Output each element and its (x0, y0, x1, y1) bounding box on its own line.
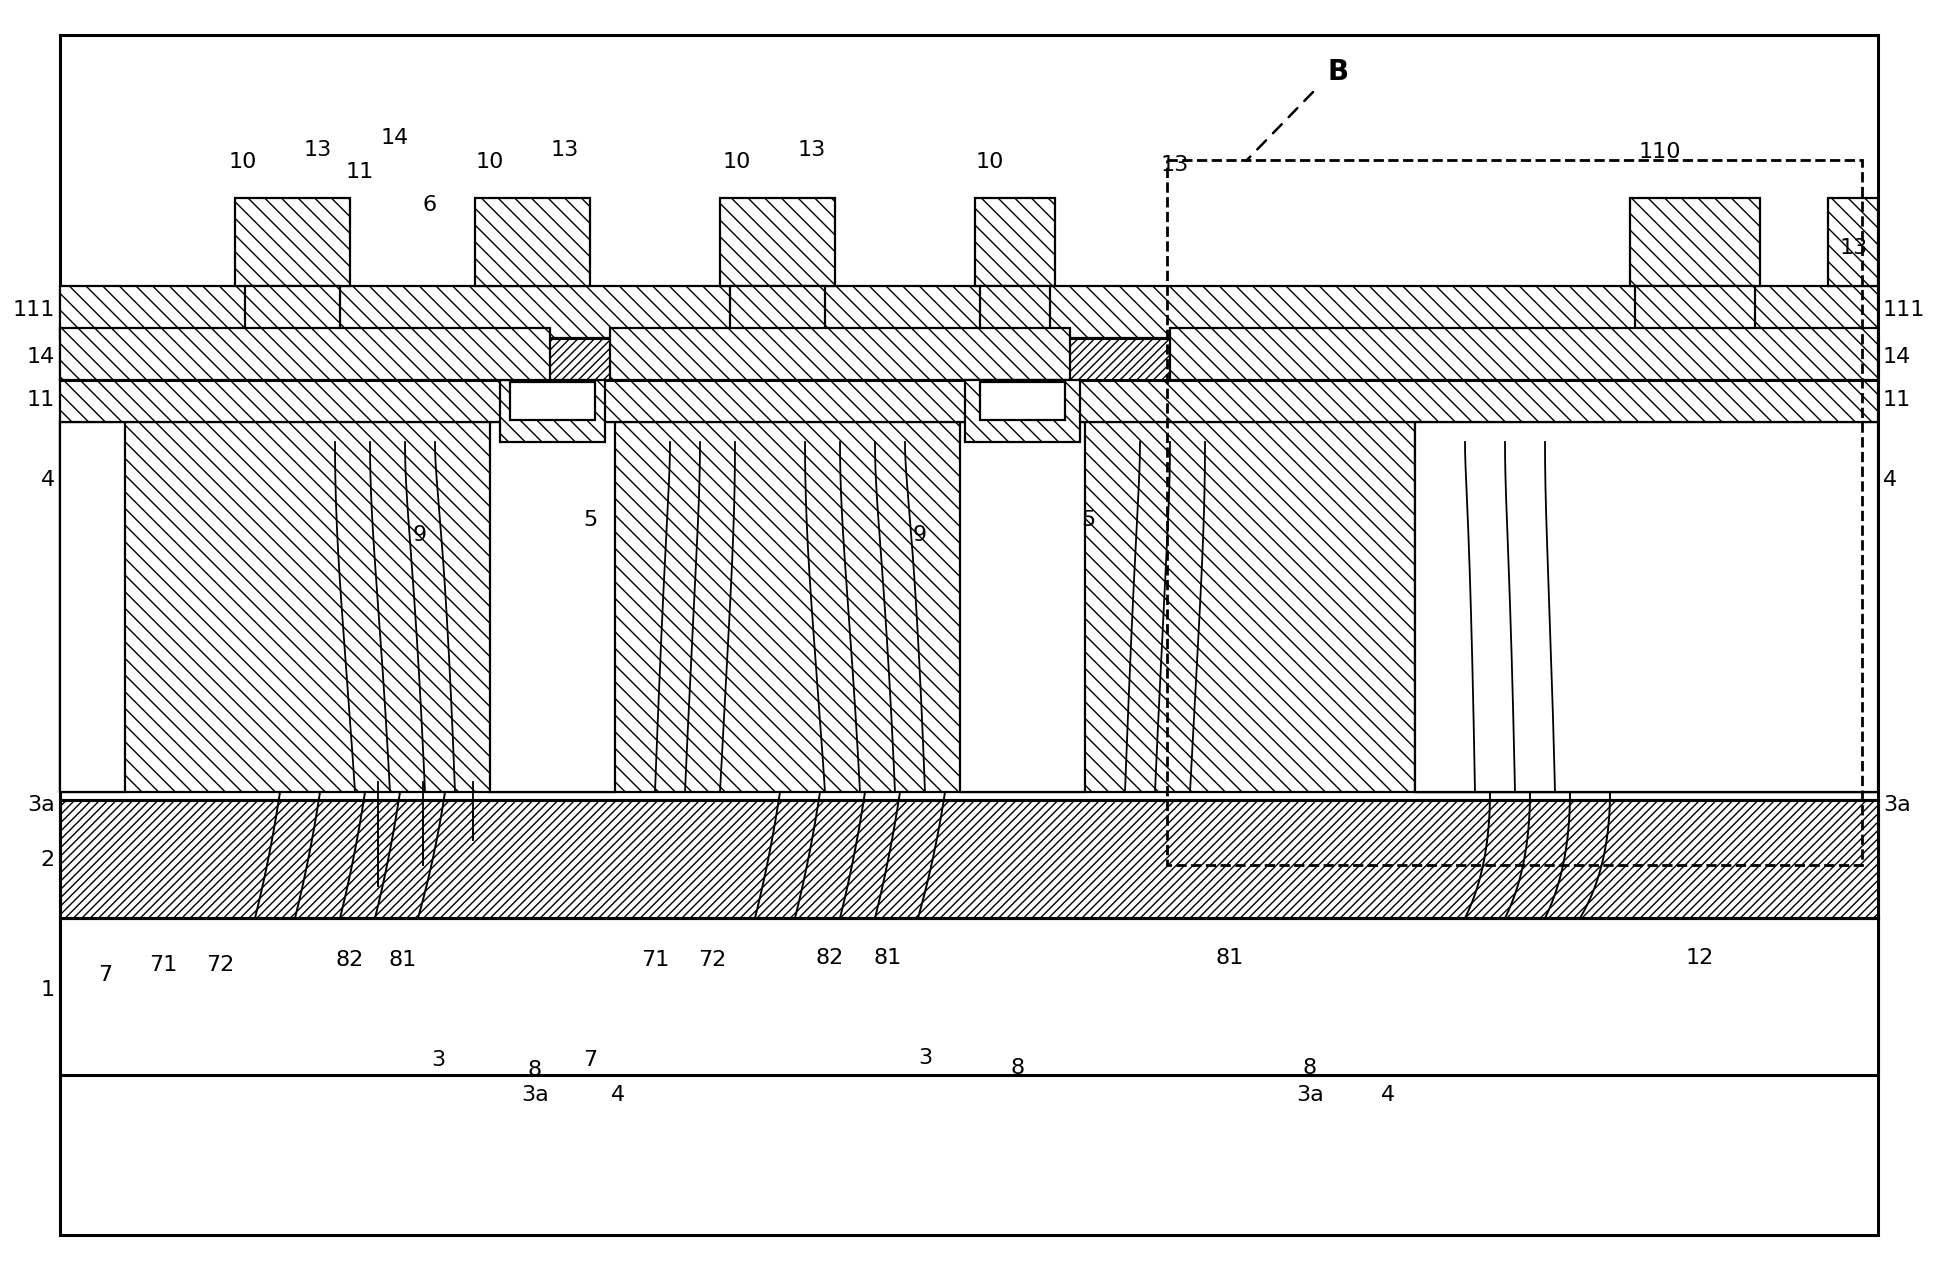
Text: 9: 9 (913, 525, 926, 545)
Bar (500, 381, 605, 442)
Text: 3: 3 (430, 1050, 446, 1070)
Bar (1167, 160, 1862, 865)
Text: 4: 4 (1382, 1085, 1395, 1105)
Bar (1415, 421, 1878, 792)
Bar (1415, 421, 1878, 792)
Bar (60, 421, 124, 792)
Text: 10: 10 (977, 152, 1004, 172)
Bar (60, 328, 550, 381)
Text: 11: 11 (27, 389, 54, 410)
Text: 7: 7 (583, 1050, 597, 1070)
Bar (1636, 286, 1756, 381)
Bar (234, 198, 351, 286)
Text: 13: 13 (798, 140, 826, 160)
Text: 2: 2 (41, 850, 54, 870)
Text: 10: 10 (229, 152, 258, 172)
Text: 14: 14 (27, 347, 54, 366)
Text: 8: 8 (1012, 1059, 1025, 1078)
Text: 11: 11 (1884, 389, 1911, 410)
Text: 111: 111 (1884, 300, 1924, 321)
Bar (490, 421, 614, 792)
Text: 5: 5 (1081, 510, 1095, 530)
Bar (965, 381, 1079, 442)
Bar (60, 286, 1878, 338)
Text: 81: 81 (390, 950, 417, 971)
Bar (731, 286, 826, 381)
Text: 1: 1 (41, 979, 54, 1000)
Bar (981, 382, 1066, 420)
Text: 13: 13 (304, 140, 331, 160)
Text: 81: 81 (1215, 948, 1244, 968)
Text: 4: 4 (1884, 470, 1897, 490)
Bar (1630, 198, 1760, 286)
Bar (721, 198, 835, 286)
Bar (60, 381, 1878, 421)
Text: 13: 13 (1161, 155, 1190, 175)
Bar (60, 421, 1878, 792)
Bar (60, 338, 1878, 381)
Bar (60, 799, 1878, 918)
Text: 4: 4 (41, 470, 54, 490)
Text: 13: 13 (1839, 238, 1868, 258)
Text: 8: 8 (527, 1060, 543, 1080)
Text: 110: 110 (1640, 142, 1682, 162)
Text: B: B (1328, 57, 1349, 86)
Text: 3a: 3a (1297, 1085, 1324, 1105)
Bar (1415, 421, 1878, 792)
Bar (981, 286, 1050, 381)
Text: 14: 14 (1884, 347, 1911, 366)
Text: 3: 3 (919, 1048, 932, 1068)
Text: 3a: 3a (521, 1085, 548, 1105)
Text: 3a: 3a (27, 796, 54, 815)
Text: 12: 12 (1686, 948, 1713, 968)
Text: 3a: 3a (1884, 796, 1911, 815)
Text: 6: 6 (422, 195, 438, 215)
Bar (975, 198, 1054, 286)
Bar (959, 421, 1085, 792)
Text: 7: 7 (99, 965, 112, 985)
Text: 13: 13 (550, 140, 579, 160)
Bar (244, 286, 339, 381)
Text: 11: 11 (345, 162, 374, 183)
Bar (510, 382, 595, 420)
Bar (610, 328, 1070, 381)
Text: 82: 82 (816, 948, 845, 968)
Text: 111: 111 (14, 300, 54, 321)
Text: 82: 82 (335, 950, 364, 971)
Text: 10: 10 (477, 152, 504, 172)
Text: 72: 72 (698, 950, 727, 971)
Text: 81: 81 (874, 948, 901, 968)
Text: 14: 14 (382, 128, 409, 148)
Text: 71: 71 (149, 955, 176, 976)
Text: 5: 5 (583, 510, 597, 530)
Text: 8: 8 (1302, 1059, 1318, 1078)
Bar (60, 918, 1878, 1075)
Bar (1828, 198, 1878, 286)
Text: 72: 72 (205, 955, 234, 976)
Text: 10: 10 (723, 152, 752, 172)
Bar (475, 198, 589, 286)
Text: 71: 71 (641, 950, 669, 971)
Text: 9: 9 (413, 525, 426, 545)
Bar (1171, 328, 1878, 381)
Text: 4: 4 (610, 1085, 626, 1105)
